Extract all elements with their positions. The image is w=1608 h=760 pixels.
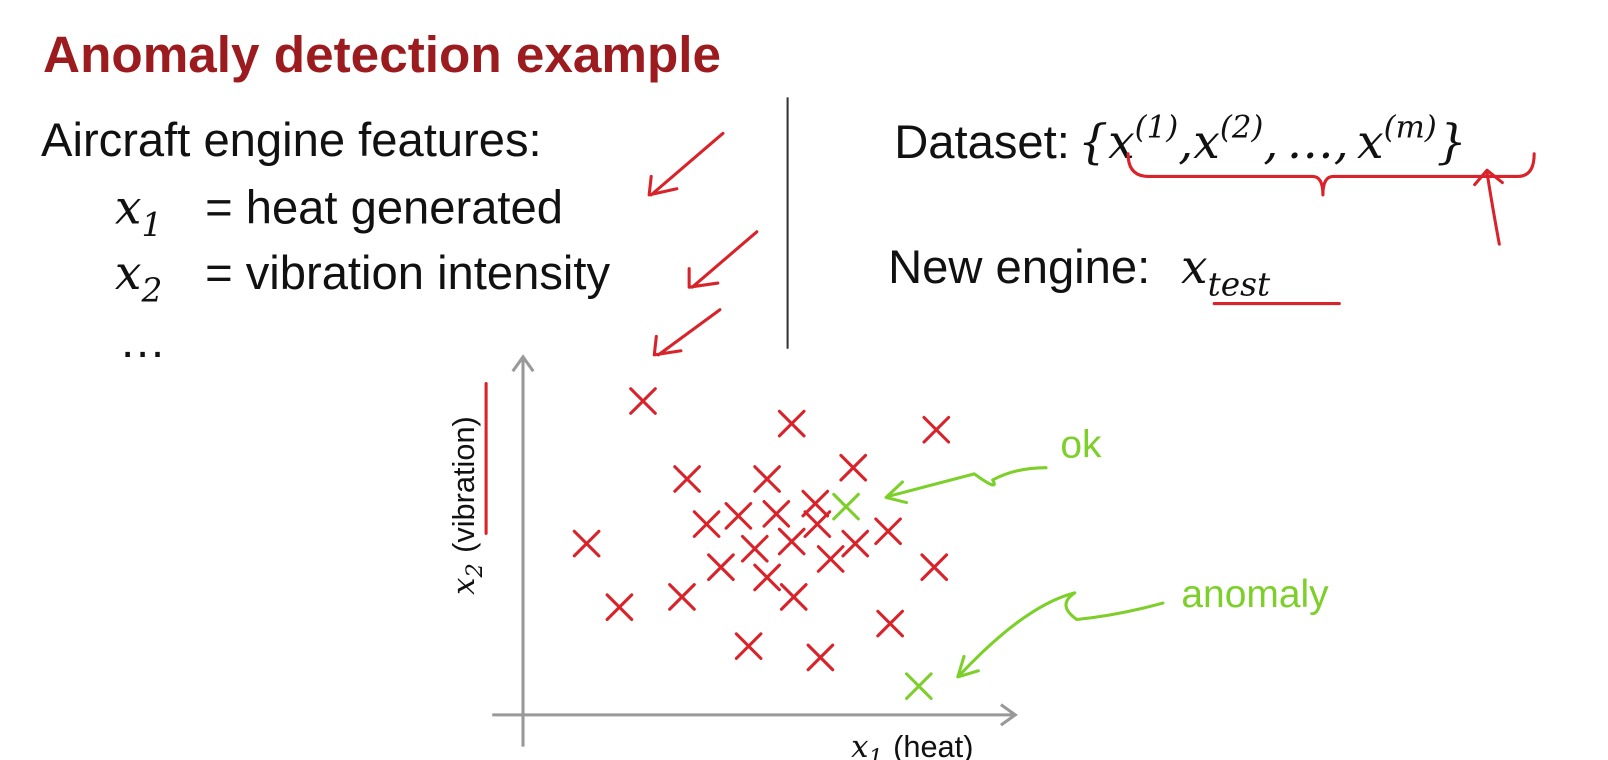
arrow-annotation: [1473, 168, 1504, 246]
symbol: x: [1181, 240, 1208, 295]
brace: }: [1437, 115, 1467, 170]
y-axis: [511, 354, 535, 747]
subscript: 1: [869, 745, 883, 760]
feature-line: x1 = heat generated: [115, 181, 563, 244]
arrow-annotation: [647, 131, 725, 197]
separator: ,: [1263, 115, 1278, 170]
features-more: …: [119, 314, 166, 367]
cross-marker: [920, 553, 949, 582]
feature-text: = vibration intensity: [205, 246, 610, 299]
cross-marker: [762, 499, 791, 528]
arrow-annotation: [884, 466, 1048, 505]
superscript: (2): [1220, 109, 1264, 145]
cross-marker: [572, 529, 601, 558]
cross-marker: [816, 545, 845, 573]
slide-title: Anomaly detection example: [43, 26, 721, 83]
cross-marker: [777, 527, 806, 556]
cross-marker: [724, 502, 753, 530]
symbol: x: [115, 246, 142, 301]
feature-line: x2 = vibration intensity: [115, 246, 611, 309]
cross-marker: [605, 593, 634, 622]
cross-marker: [629, 387, 657, 415]
dataset-label: Dataset:: [894, 115, 1070, 168]
cross-marker: [707, 553, 735, 582]
scatter-points: [572, 387, 951, 700]
axis-label: (heat): [893, 729, 973, 760]
annotation: ok: [1060, 423, 1102, 466]
cross-marker: [740, 534, 769, 563]
subscript: 1: [141, 206, 162, 244]
cross-marker: [753, 465, 781, 493]
cross-marker: [779, 583, 808, 611]
cross-marker: [668, 583, 696, 611]
symbol: x: [851, 729, 868, 760]
arrow-annotation: [652, 308, 722, 357]
cross-marker: [777, 409, 806, 438]
features-heading: Aircraft engine features:: [41, 113, 542, 166]
y-axis-title: x2 (vibration): [446, 416, 488, 595]
symbol: x: [115, 181, 142, 236]
x-axis: [492, 703, 1018, 727]
separator: ,: [1334, 115, 1349, 170]
cross-marker: [874, 517, 902, 546]
symbol: x: [1193, 115, 1220, 170]
arrow-annotation: [687, 230, 759, 289]
feature-text: = heat generated: [205, 181, 563, 234]
cross-marker: [692, 510, 721, 538]
dataset-line: Dataset: {x(1),x(2),…, x(m)}: [894, 109, 1466, 170]
axis-label: (vibration): [446, 416, 481, 553]
symbol: x: [446, 578, 482, 595]
symbol: x: [1108, 115, 1135, 170]
ellipsis: …: [1287, 115, 1334, 170]
separator: ,: [1178, 115, 1193, 170]
arrow-annotation: [956, 591, 1165, 679]
subscript: 2: [140, 272, 162, 310]
cross-marker: [673, 465, 701, 493]
x-axis-title: x1 (heat): [851, 729, 973, 760]
annotation: anomaly: [1181, 573, 1329, 616]
new-engine-line: New engine: xtest: [888, 240, 1271, 303]
brace: {: [1078, 115, 1108, 170]
superscript: (1): [1135, 109, 1179, 145]
symbol: x: [1357, 115, 1384, 170]
subscript: test: [1208, 265, 1271, 303]
cross-marker: [832, 492, 860, 521]
cross-marker: [803, 510, 832, 538]
superscript: (m): [1384, 109, 1437, 145]
cross-marker: [753, 563, 781, 592]
cross-marker: [922, 415, 951, 444]
cross-marker: [876, 609, 904, 638]
cross-marker: [905, 672, 933, 700]
new-engine-label: New engine:: [888, 240, 1150, 293]
subscript: 2: [462, 563, 488, 578]
brace-annotation: [1126, 152, 1536, 197]
cross-marker: [806, 643, 835, 672]
cross-marker: [839, 453, 868, 482]
cross-marker: [734, 632, 763, 660]
cross-marker: [841, 529, 870, 558]
